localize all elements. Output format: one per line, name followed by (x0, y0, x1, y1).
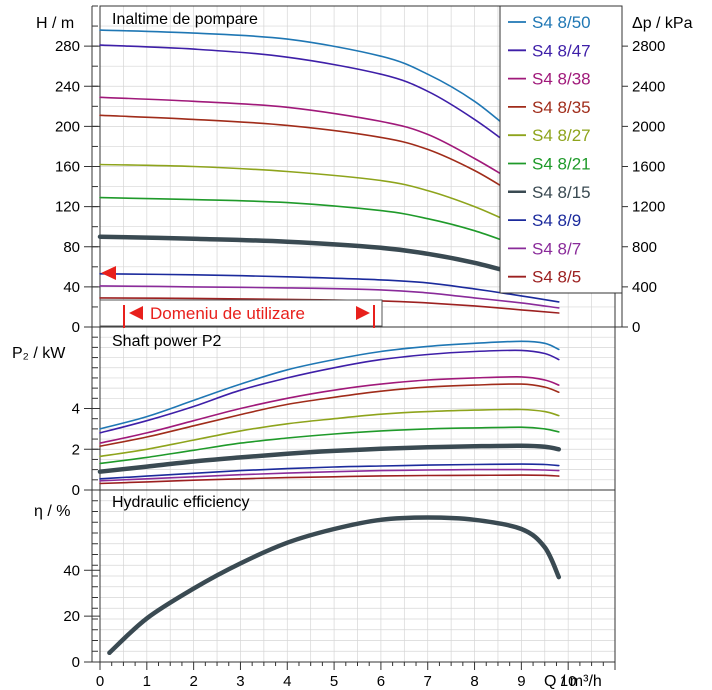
y-tick-label: 80 (63, 239, 80, 256)
s4-8-27-curve (99, 408, 560, 458)
power-panel-title: Shaft power P2 (112, 333, 222, 350)
min-flow-arrow-icon (101, 266, 116, 280)
legend-label: S4 8/38 (532, 70, 591, 89)
y-tick-label: 120 (55, 199, 80, 216)
y-tick-label: 4 (72, 401, 80, 418)
x-tick-label: 1 (143, 673, 151, 690)
right-tick-label: 2400 (632, 78, 665, 95)
s4-8-15-curve (97, 234, 562, 286)
y-tick-label: 240 (55, 78, 80, 95)
s4-8-27-curve (99, 163, 560, 241)
y-tick-label: 2 (72, 441, 80, 458)
x-tick-label: 5 (330, 673, 338, 690)
s4-8-7-curve (99, 468, 560, 482)
legend-label: S4 8/7 (532, 239, 581, 258)
x-tick-label: 8 (470, 673, 478, 690)
legend-label: S4 8/35 (532, 98, 591, 117)
usage-range-box (99, 299, 383, 327)
s4-8-38-curve (99, 376, 560, 444)
efficiency-panel-title: Hydraulic efficiency (112, 494, 250, 511)
axes: 0408012016020024028002402040040080012001… (55, 5, 665, 690)
right-tick-label: 2000 (632, 118, 665, 135)
s4-8-7-curve (99, 285, 560, 309)
s4-8-9-curve (99, 463, 560, 480)
y-tick-label: 0 (72, 319, 80, 336)
pressure-axis-label: Δp / kPa (632, 15, 693, 32)
x-tick-label: 9 (517, 673, 525, 690)
x-tick-label: 10 (560, 673, 577, 690)
s4-8-5-curve (99, 474, 560, 485)
x-tick-label: 0 (96, 673, 104, 690)
y-tick-label: 20 (63, 608, 80, 625)
right-tick-label: 0 (632, 319, 640, 336)
legend-label: S4 8/9 (532, 211, 581, 230)
x-tick-label: 7 (424, 673, 432, 690)
y-tick-label: 40 (63, 279, 80, 296)
y-tick-label: 280 (55, 38, 80, 55)
y-tick-label: 0 (72, 654, 80, 671)
s4-8-35-curve (99, 383, 560, 447)
s4-8-21-curve (99, 426, 560, 465)
usage-range-annotation: Domeniu de utilizare (99, 266, 569, 328)
right-tick-label: 2800 (632, 38, 665, 55)
x-tick-label: 6 (377, 673, 385, 690)
legend-label: S4 8/21 (532, 155, 591, 174)
s4-8-15-curve (97, 443, 562, 474)
right-tick-label: 800 (632, 239, 657, 256)
usage-range-right-arrow-icon (356, 306, 370, 320)
s4-8-5-curve (99, 297, 560, 314)
legend-label: S4 8/5 (532, 268, 581, 287)
y-tick-label: 0 (72, 482, 80, 499)
right-tick-label: 1600 (632, 159, 665, 176)
right-tick-label: 400 (632, 279, 657, 296)
legend-label: S4 8/47 (532, 41, 591, 60)
s4-8-9-curve (99, 273, 560, 303)
s4-8-47-curve (99, 44, 560, 180)
x-tick-label: 4 (283, 673, 291, 690)
head-axis-label: H / m (36, 15, 74, 32)
head-panel-title: Inaltime de pompare (112, 11, 258, 28)
legend-label: S4 8/27 (532, 126, 591, 145)
usage-range-label: Domeniu de utilizare (150, 304, 305, 323)
right-tick-label: 1200 (632, 199, 665, 216)
usage-range-left-arrow-icon (129, 306, 143, 320)
legend-label: S4 8/50 (532, 13, 591, 32)
x-tick-label: 3 (236, 673, 244, 690)
y-tick-label: 40 (63, 562, 80, 579)
s4-8-47-curve (99, 349, 560, 434)
y-tick-label: 160 (55, 159, 80, 176)
y-tick-label: 200 (55, 118, 80, 135)
s4-8-50-curve (99, 340, 560, 430)
flow-axis-label: Q / m³/h (544, 673, 602, 690)
efficiency-axis-label: η / % (34, 503, 70, 520)
legend-label: S4 8/15 (532, 183, 591, 202)
legend-box (499, 5, 623, 294)
s4-8-50-curve (99, 29, 560, 164)
power-axis-label: P₂ / kW (12, 345, 66, 362)
efficiency-curve (107, 515, 562, 656)
legend: S4 8/50 S4 8/47 S4 8/38 S4 8/35 S4 8/27 S4 8/… (499, 5, 623, 294)
x-tick-label: 2 (189, 673, 197, 690)
